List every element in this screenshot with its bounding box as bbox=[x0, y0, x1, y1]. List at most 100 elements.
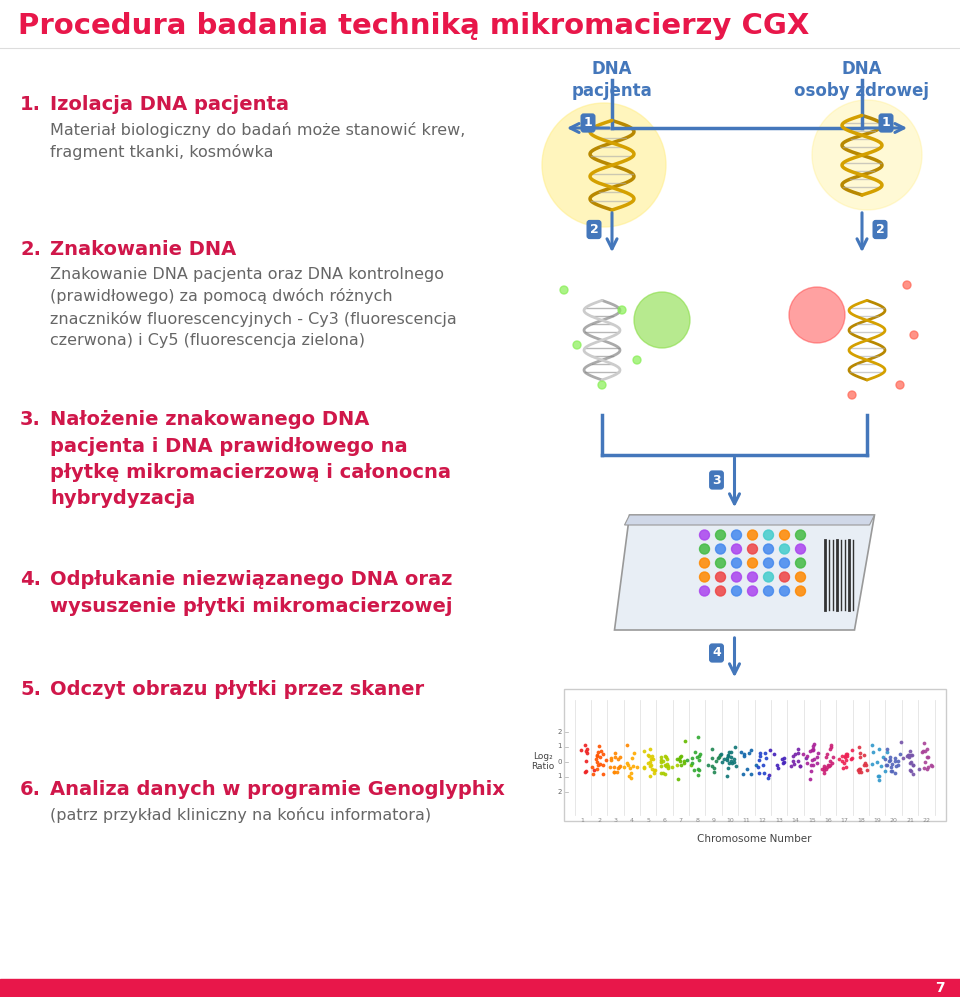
Point bbox=[806, 751, 822, 767]
Point bbox=[805, 742, 821, 758]
Point bbox=[900, 748, 915, 764]
Point bbox=[871, 768, 886, 784]
Point bbox=[821, 758, 836, 774]
Point bbox=[736, 746, 752, 762]
Point bbox=[882, 752, 898, 768]
Point bbox=[573, 742, 588, 758]
Text: Materiał biologiczny do badań może stanowić krew,
fragment tkanki, kosmówka: Materiał biologiczny do badań może stano… bbox=[50, 122, 466, 161]
Text: Analiza danych w programie Genoglyphix: Analiza danych w programie Genoglyphix bbox=[50, 780, 505, 799]
Point bbox=[900, 747, 915, 763]
Point bbox=[820, 747, 835, 763]
Point bbox=[734, 766, 750, 782]
Circle shape bbox=[700, 530, 709, 540]
Point bbox=[690, 729, 706, 745]
Text: Odpłukanie niezwiązanego DNA oraz
wysuszenie płytki mikromacierzowej: Odpłukanie niezwiązanego DNA oraz wysusz… bbox=[50, 570, 452, 615]
Point bbox=[902, 762, 918, 778]
Circle shape bbox=[789, 287, 845, 343]
Text: 2: 2 bbox=[589, 223, 598, 236]
Point bbox=[816, 765, 831, 781]
Point bbox=[610, 760, 625, 776]
Point bbox=[612, 759, 628, 775]
Circle shape bbox=[700, 586, 709, 596]
Text: Log₂
Ratio: Log₂ Ratio bbox=[531, 752, 554, 772]
Circle shape bbox=[910, 331, 918, 339]
Circle shape bbox=[780, 572, 789, 582]
Point bbox=[777, 750, 792, 766]
Point bbox=[643, 751, 659, 767]
Point bbox=[824, 739, 839, 755]
Text: 6.: 6. bbox=[20, 780, 41, 799]
Point bbox=[905, 757, 921, 773]
Circle shape bbox=[560, 286, 568, 294]
Point bbox=[589, 747, 605, 763]
Point bbox=[713, 746, 729, 762]
Point bbox=[823, 757, 838, 773]
Point bbox=[636, 760, 652, 776]
Circle shape bbox=[715, 572, 726, 582]
Point bbox=[904, 748, 920, 764]
Point bbox=[836, 755, 852, 771]
Circle shape bbox=[715, 544, 726, 554]
Point bbox=[691, 762, 707, 778]
Polygon shape bbox=[614, 515, 875, 630]
Point bbox=[918, 754, 933, 770]
Circle shape bbox=[763, 572, 774, 582]
Point bbox=[647, 762, 662, 778]
Point bbox=[592, 749, 608, 765]
Point bbox=[589, 748, 605, 764]
Text: Znakowanie DNA: Znakowanie DNA bbox=[50, 240, 236, 259]
Circle shape bbox=[732, 530, 741, 540]
Point bbox=[677, 755, 692, 771]
Point bbox=[877, 752, 893, 768]
Point bbox=[796, 746, 811, 762]
Point bbox=[838, 760, 853, 776]
Text: 8: 8 bbox=[695, 818, 699, 823]
Point bbox=[705, 750, 720, 766]
Point bbox=[770, 760, 785, 776]
Point bbox=[659, 758, 674, 774]
Circle shape bbox=[748, 530, 757, 540]
Point bbox=[593, 743, 609, 759]
Point bbox=[677, 734, 692, 750]
Circle shape bbox=[732, 558, 741, 568]
Circle shape bbox=[748, 572, 757, 582]
Point bbox=[720, 748, 735, 764]
Point bbox=[619, 756, 635, 772]
Point bbox=[851, 763, 866, 779]
Point bbox=[641, 748, 657, 764]
Point bbox=[604, 753, 619, 769]
Circle shape bbox=[732, 586, 741, 596]
Point bbox=[785, 754, 801, 770]
Text: Procedura badania techniką mikromacierzy CGX: Procedura badania techniką mikromacierzy… bbox=[18, 12, 809, 40]
Point bbox=[579, 753, 594, 769]
Circle shape bbox=[780, 558, 789, 568]
Point bbox=[722, 756, 737, 772]
Circle shape bbox=[618, 306, 626, 314]
Point bbox=[736, 748, 752, 764]
Text: 1: 1 bbox=[557, 744, 562, 750]
Point bbox=[859, 763, 875, 779]
Text: 2.: 2. bbox=[20, 240, 41, 259]
Text: 6: 6 bbox=[662, 818, 666, 823]
Point bbox=[834, 748, 850, 764]
Point bbox=[879, 757, 895, 773]
Text: 1: 1 bbox=[581, 818, 585, 823]
Point bbox=[805, 738, 821, 754]
Text: 2: 2 bbox=[876, 223, 884, 236]
Point bbox=[757, 745, 773, 761]
Point bbox=[901, 747, 917, 763]
Point bbox=[901, 749, 917, 765]
Point bbox=[719, 753, 734, 769]
Point bbox=[578, 743, 593, 759]
Point bbox=[723, 745, 738, 761]
Circle shape bbox=[700, 572, 709, 582]
Point bbox=[673, 748, 688, 764]
Point bbox=[839, 747, 854, 763]
Point bbox=[805, 741, 821, 757]
Point bbox=[823, 753, 838, 769]
Point bbox=[658, 748, 673, 764]
Point bbox=[643, 758, 659, 774]
Circle shape bbox=[748, 558, 757, 568]
Point bbox=[825, 755, 840, 771]
Circle shape bbox=[780, 530, 789, 540]
